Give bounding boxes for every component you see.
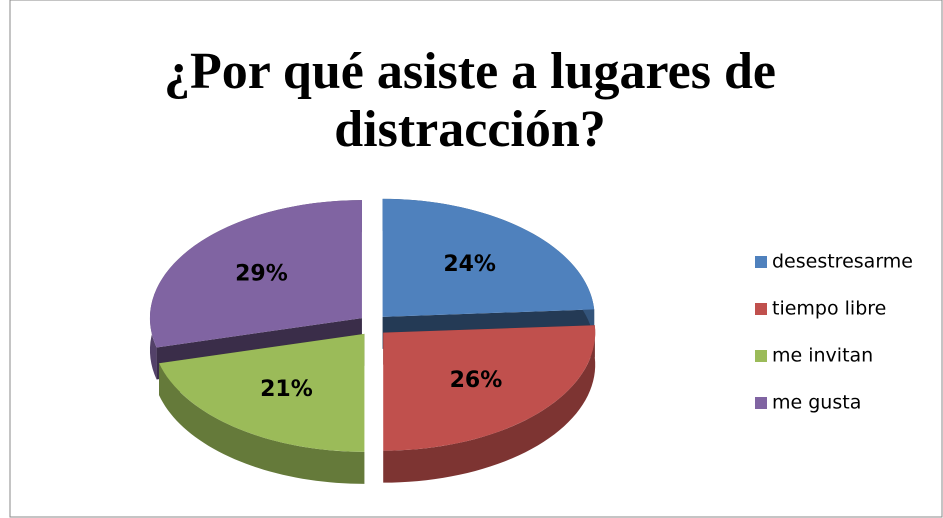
chart-title: ¿Por qué asiste a lugares de xyxy=(164,43,776,100)
legend-label: desestresarme xyxy=(772,251,913,273)
legend-swatch xyxy=(755,350,767,362)
slice xyxy=(382,198,595,317)
legend-label: me invitan xyxy=(772,345,873,367)
data-label: 21% xyxy=(260,377,313,402)
data-label: 24% xyxy=(443,252,496,277)
data-label: 26% xyxy=(450,368,503,393)
slice xyxy=(383,325,596,451)
chart-title: distracción? xyxy=(334,101,606,158)
legend-label: me gusta xyxy=(772,392,861,414)
legend-swatch xyxy=(755,303,767,315)
slice-side xyxy=(383,325,596,483)
legend-swatch xyxy=(755,397,767,409)
legend-label: tiempo libre xyxy=(772,298,886,320)
slice xyxy=(149,200,362,348)
legend-swatch xyxy=(755,256,767,268)
data-label: 29% xyxy=(235,262,288,287)
slice-side xyxy=(159,363,365,484)
slice xyxy=(159,333,365,452)
